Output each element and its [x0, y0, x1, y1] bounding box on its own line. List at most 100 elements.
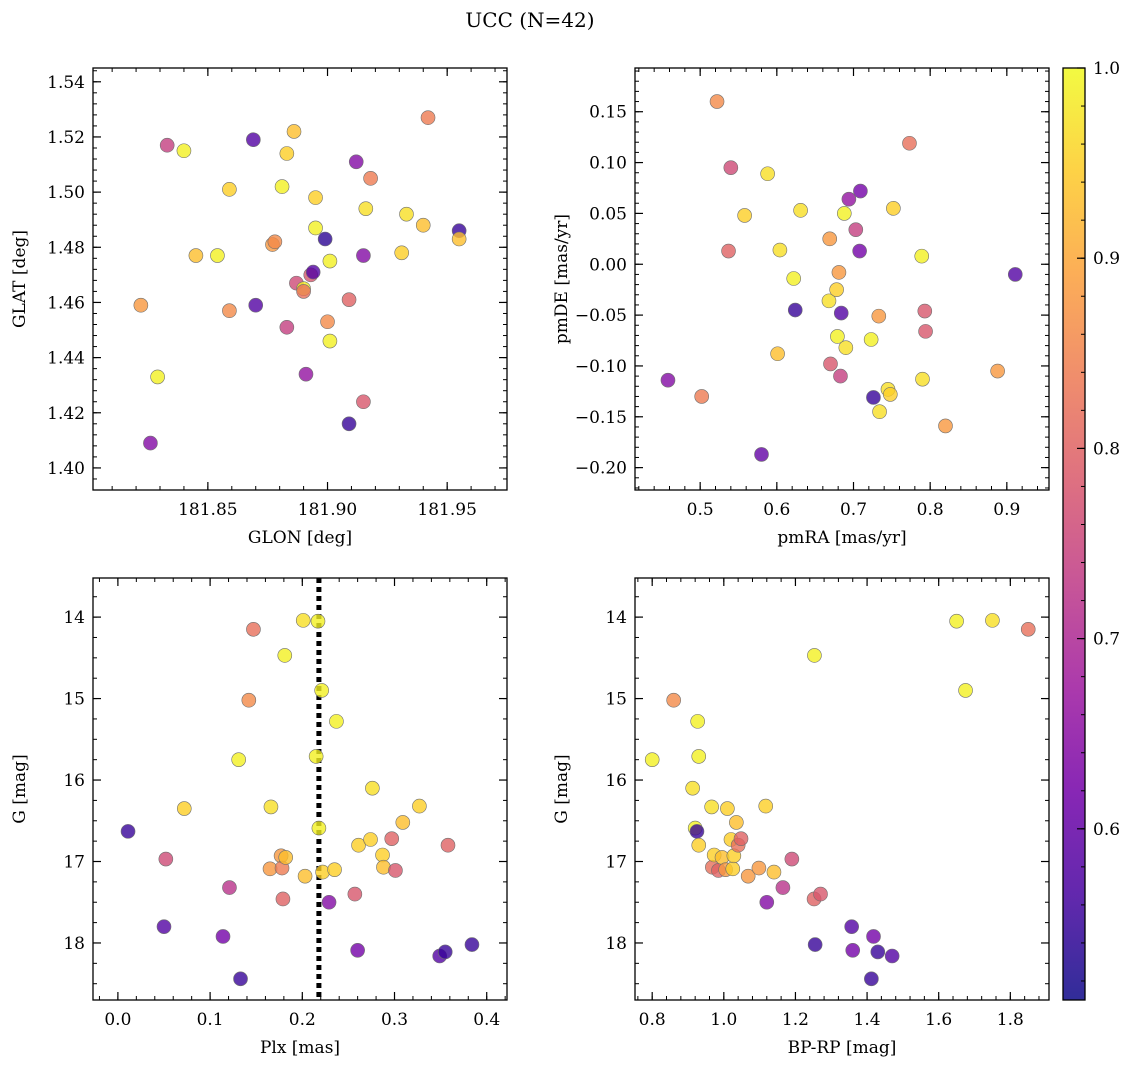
y-tick-label: 1.48 — [47, 238, 85, 258]
y-tick-label: 18 — [605, 934, 627, 954]
data-point — [866, 390, 881, 405]
data-point — [737, 208, 752, 223]
data-point — [836, 206, 852, 221]
data-point — [375, 847, 390, 863]
data-point — [176, 801, 192, 816]
data-point — [241, 692, 257, 708]
data-point — [275, 891, 291, 907]
data-point — [394, 245, 410, 261]
data-point — [440, 837, 456, 853]
x-tick-label: 0.8 — [917, 500, 944, 520]
data-point — [311, 820, 327, 836]
data-point — [848, 222, 864, 237]
data-point — [222, 303, 237, 319]
y-tick-label: −0.20 — [575, 459, 627, 479]
data-point — [420, 110, 436, 125]
data-point — [322, 333, 338, 349]
y-tick-label: 16 — [605, 771, 627, 791]
y-tick-label: 0.05 — [589, 204, 627, 224]
x-tick-label: 0.3 — [381, 1010, 408, 1030]
y-tick-label: 16 — [63, 771, 85, 791]
data-point — [985, 613, 1000, 628]
data-point — [296, 284, 311, 299]
data-point — [729, 815, 744, 830]
data-point — [845, 943, 861, 958]
data-point — [358, 201, 374, 216]
data-point — [1007, 267, 1023, 282]
colorbar-tick-label: 0.8 — [1093, 439, 1120, 459]
data-point — [156, 919, 172, 934]
panel-glon-glat: 181.85 181.90 181.95 1.40 1.42 1.44 1.46 1.48 1.… — [10, 67, 508, 548]
data-point — [415, 217, 431, 233]
y-tick-label: 1.40 — [47, 459, 85, 479]
x-axis-label: pmRA [mas/yr] — [777, 528, 906, 548]
y-tick-label: 1.52 — [47, 128, 85, 148]
x-tick-label: 0.2 — [289, 1010, 316, 1030]
data-point — [310, 613, 326, 629]
data-point — [395, 815, 411, 830]
data-point — [248, 297, 264, 313]
data-point — [691, 749, 707, 764]
data-point — [690, 714, 705, 729]
data-point — [751, 860, 767, 876]
data-point — [821, 293, 837, 309]
panel-pmra-pmde: 0.5 0.6 0.7 0.8 0.9 −0.20 −0.15 −0.10 −0.05 0.00 0… — [552, 67, 1050, 548]
colorbar-gradient — [1063, 68, 1085, 1000]
data-point — [305, 264, 321, 280]
y-tick-label: 1.46 — [47, 293, 85, 313]
data-point — [725, 861, 741, 877]
data-point — [786, 271, 802, 286]
data-point — [246, 622, 261, 637]
data-point — [341, 416, 357, 432]
data-point — [772, 242, 788, 258]
colorbar-frame — [1062, 67, 1086, 1001]
data-point — [694, 389, 710, 404]
data-point — [279, 146, 295, 161]
data-point — [363, 171, 378, 186]
data-point — [412, 798, 427, 814]
data-point — [348, 154, 364, 170]
data-point — [733, 831, 749, 846]
data-point — [317, 231, 333, 247]
data-point — [760, 166, 775, 182]
data-point — [833, 305, 849, 321]
data-point — [329, 714, 344, 729]
data-point — [286, 124, 302, 139]
y-tick-label: 0.15 — [589, 103, 627, 123]
data-point — [723, 160, 739, 175]
x-tick-label: 1.0 — [710, 1010, 737, 1030]
data-point — [721, 243, 736, 259]
data-point — [754, 447, 769, 462]
x-tick-label: 0.8 — [639, 1010, 666, 1030]
y-tick-label: 0.10 — [589, 154, 627, 174]
colorbar-tick-label: 0.6 — [1093, 820, 1120, 840]
data-point — [704, 799, 719, 815]
data-point — [841, 191, 857, 207]
data-point — [660, 372, 676, 388]
data-point — [150, 369, 165, 385]
data-point — [915, 371, 930, 387]
data-point — [363, 832, 378, 847]
data-point — [277, 648, 293, 663]
colorbar: 0.6 0.7 0.8 0.9 1.0 — [1062, 59, 1120, 1001]
data-point — [365, 780, 380, 796]
data-point — [902, 135, 917, 151]
data-point — [787, 302, 803, 318]
x-tick-label: 181.90 — [298, 500, 357, 520]
y-axis-label: G [mag] — [10, 754, 30, 823]
y-tick-label: 14 — [63, 608, 85, 628]
data-point — [949, 613, 964, 629]
data-point — [437, 944, 453, 960]
data-point — [830, 329, 845, 344]
data-point — [644, 752, 660, 767]
x-tick-label: 0.6 — [763, 500, 790, 520]
axes-frame — [92, 577, 508, 1001]
x-tick-label: 1.2 — [782, 1010, 809, 1030]
data-point — [740, 868, 756, 884]
data-point — [451, 231, 467, 247]
data-point — [274, 179, 290, 194]
data-point — [666, 692, 681, 708]
y-tick-label: 1.42 — [47, 404, 85, 424]
data-point — [689, 824, 705, 839]
